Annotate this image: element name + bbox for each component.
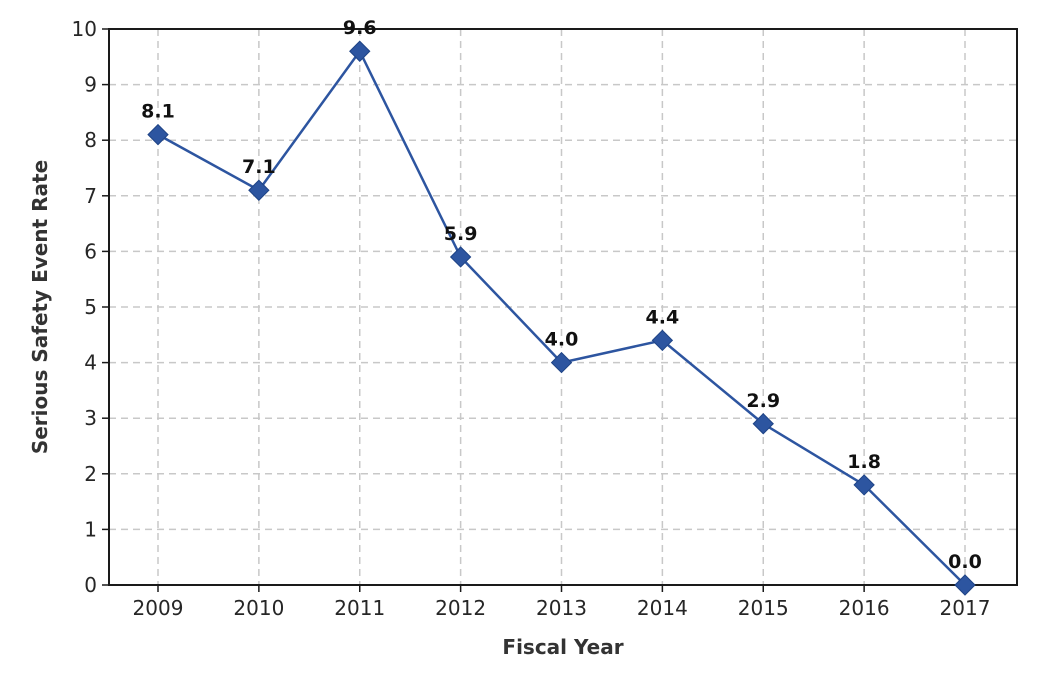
x-tick-label: 2011 xyxy=(334,596,385,620)
data-point-marker xyxy=(651,329,674,352)
data-point-marker xyxy=(147,123,169,146)
x-tick-label: 2015 xyxy=(738,596,789,620)
data-label: 1.8 xyxy=(847,451,881,473)
axis-ticks: 0 1 2 3 4 5 6 7 8 9 10 2009 2010 2011 2012 2013 2014 2015… xyxy=(72,17,991,620)
x-tick-label: 2016 xyxy=(839,596,890,620)
data-label: 9.6 xyxy=(343,17,377,39)
x-axis-title: Fiscal Year xyxy=(502,635,623,659)
y-tick-label: 8 xyxy=(84,128,97,152)
data-point-marker xyxy=(752,413,774,435)
data-point-marker xyxy=(449,246,472,268)
x-tick-label: 2014 xyxy=(637,596,688,620)
x-tick-label: 2012 xyxy=(435,596,486,620)
y-tick-label: 9 xyxy=(84,73,97,97)
data-label: 5.9 xyxy=(444,223,478,245)
x-tick-label: 2017 xyxy=(940,596,991,620)
y-tick-label: 3 xyxy=(84,406,97,430)
y-tick-label: 7 xyxy=(84,184,97,208)
x-tick-label: 2009 xyxy=(133,596,184,620)
data-point-marker xyxy=(954,574,976,596)
data-label: 8.1 xyxy=(141,101,175,123)
data-point-marker xyxy=(550,351,573,374)
x-tick-label: 2013 xyxy=(536,596,587,620)
y-tick-label: 5 xyxy=(84,295,97,319)
data-label: 0.0 xyxy=(948,551,982,573)
y-tick-label: 4 xyxy=(84,351,97,375)
data-point-marker xyxy=(248,179,270,201)
y-tick-label: 6 xyxy=(84,239,97,263)
x-tick-label: 2010 xyxy=(233,596,284,620)
data-label: 2.9 xyxy=(746,390,780,412)
y-tick-label: 10 xyxy=(72,17,97,41)
series-layer: 8.1 7.1 9.6 5.9 4.0 4.4 2.9 1.8 0.0 xyxy=(141,17,982,596)
data-point-marker xyxy=(349,40,371,62)
y-tick-label: 0 xyxy=(84,573,97,597)
gridlines xyxy=(109,29,1017,585)
y-axis-title: Serious Safety Event Rate xyxy=(28,160,52,454)
data-point-marker xyxy=(853,474,875,496)
y-tick-label: 2 xyxy=(84,462,97,486)
data-label: 7.1 xyxy=(242,156,276,178)
data-label: 4.0 xyxy=(545,329,579,351)
y-tick-label: 1 xyxy=(84,517,97,541)
data-label: 4.4 xyxy=(646,306,680,328)
